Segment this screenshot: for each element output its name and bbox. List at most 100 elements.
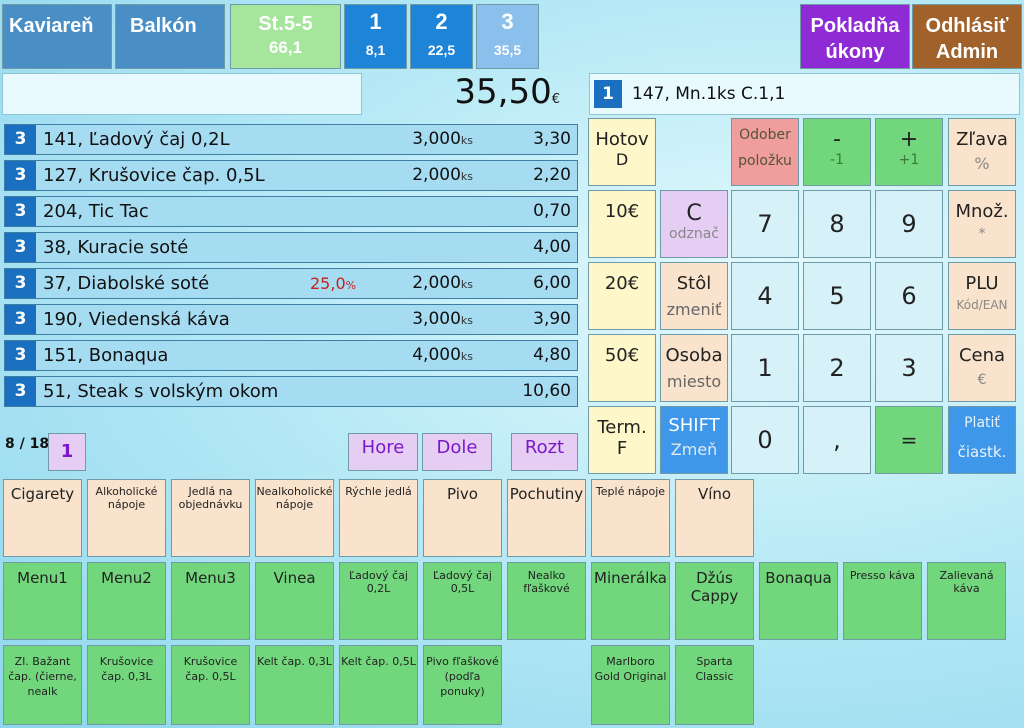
order-row-quantity: 2,000ks	[412, 269, 473, 299]
account-tab-2[interactable]: 2 22,5	[410, 4, 473, 69]
key-7[interactable]: 7	[731, 190, 799, 258]
shift-button[interactable]: SHIFT Zmeň	[660, 406, 728, 474]
key-2[interactable]: 2	[803, 334, 871, 402]
product-button[interactable]: Zalievaná káva	[927, 562, 1006, 640]
product-button[interactable]: Krušovice čap. 0,3L	[87, 645, 166, 725]
category-button[interactable]: Pivo	[423, 479, 502, 557]
scroll-up-button[interactable]: Hore	[348, 433, 418, 471]
category-button[interactable]: Pochutiny	[507, 479, 586, 557]
split-button[interactable]: Rozt	[511, 433, 578, 471]
order-row-account: 3	[5, 233, 36, 262]
cash-20-button[interactable]: 20€	[588, 262, 656, 330]
scroll-down-button[interactable]: Dole	[422, 433, 492, 471]
order-row-quantity-value: 3,000	[412, 309, 461, 329]
order-row-quantity-value: 2,000	[412, 273, 461, 293]
product-button[interactable]: Krušovice čap. 0,5L	[171, 645, 250, 725]
quantity-label: Množ.	[955, 201, 1009, 222]
account-tab-3[interactable]: 3 35,5	[476, 4, 539, 69]
page-number-button[interactable]: 1	[48, 433, 86, 471]
quantity-button[interactable]: Množ. *	[948, 190, 1016, 258]
order-row[interactable]: 3 37, Diabolské soté 25,0% 2,000ks 6,00	[4, 268, 578, 299]
total-display: 35,50€	[430, 72, 560, 116]
change-table-button[interactable]: Stôl zmeniť	[660, 262, 728, 330]
price-button[interactable]: Cena €	[948, 334, 1016, 402]
terminal-payment-button[interactable]: Term. F	[588, 406, 656, 474]
register-actions-button[interactable]: Pokladňa úkony	[800, 4, 910, 69]
key-equals[interactable]: =	[875, 406, 943, 474]
order-row[interactable]: 3 127, Krušovice čap. 0,5L 2,000ks 2,20	[4, 160, 578, 191]
key-6[interactable]: 6	[875, 262, 943, 330]
category-button[interactable]: Alkoholické nápoje	[87, 479, 166, 557]
order-row-quantity: 2,000ks	[412, 161, 473, 191]
key-0[interactable]: 0	[731, 406, 799, 474]
cash-10-button[interactable]: 10€	[588, 190, 656, 258]
clear-button[interactable]: C odznač	[660, 190, 728, 258]
product-button[interactable]: Zl. Bažant čap. (čierne, nealk	[3, 645, 82, 725]
product-button[interactable]: Pivo fľaškové (podľa ponuky)	[423, 645, 502, 725]
terminal-payment-label: Term.	[597, 417, 647, 438]
table-amount: 66,1	[268, 38, 303, 57]
product-button[interactable]: Marlboro Gold Original	[591, 645, 670, 725]
logout-button[interactable]: Odhlásiť Admin	[912, 4, 1022, 69]
last-item-text: 147, Mn.1ks C.1,1	[632, 84, 786, 104]
order-row-quantity-unit: ks	[460, 314, 473, 327]
account-tab-1[interactable]: 1 8,1	[344, 4, 407, 69]
section-kaviaren-button[interactable]: Kaviareň	[2, 4, 112, 69]
order-row-price: 3,30	[533, 129, 571, 149]
increment-button[interactable]: + +1	[875, 118, 943, 186]
partial-payment-button[interactable]: Platiť čiastk.	[948, 406, 1016, 474]
account-tab-3-number: 3	[501, 9, 514, 34]
person-seat-button[interactable]: Osoba miesto	[660, 334, 728, 402]
product-button[interactable]: Vinea	[255, 562, 334, 640]
category-button[interactable]: Jedlá na objednávku	[171, 479, 250, 557]
product-button[interactable]: Džús Cappy	[675, 562, 754, 640]
order-row[interactable]: 3 190, Viedenská káva 3,000ks 3,90	[4, 304, 578, 335]
discount-button[interactable]: Zľava %	[948, 118, 1016, 186]
category-button[interactable]: Víno	[675, 479, 754, 557]
product-button[interactable]: Menu2	[87, 562, 166, 640]
key-comma[interactable]: ,	[803, 406, 871, 474]
product-button[interactable]: Ľadový čaj 0,2L	[339, 562, 418, 640]
category-button[interactable]: Rýchle jedlá	[339, 479, 418, 557]
key-9[interactable]: 9	[875, 190, 943, 258]
category-button[interactable]: Nealkoholické nápoje	[255, 479, 334, 557]
product-button[interactable]: Kelt čap. 0,3L	[255, 645, 334, 725]
category-button[interactable]: Cigarety	[3, 479, 82, 557]
product-button[interactable]: Ľadový čaj 0,5L	[423, 562, 502, 640]
product-button[interactable]: Kelt čap. 0,5L	[339, 645, 418, 725]
cash-payment-button[interactable]: Hotov D	[588, 118, 656, 186]
search-input[interactable]	[2, 73, 362, 115]
decrement-button[interactable]: - -1	[803, 118, 871, 186]
remove-item-button[interactable]: Odober položku	[731, 118, 799, 186]
section-balkon-button[interactable]: Balkón	[115, 4, 225, 69]
person-seat-label: Osoba	[665, 345, 723, 366]
product-button[interactable]: Menu3	[171, 562, 250, 640]
category-button[interactable]: Teplé nápoje	[591, 479, 670, 557]
key-5[interactable]: 5	[803, 262, 871, 330]
order-row-price: 2,20	[533, 165, 571, 185]
product-button[interactable]: Sparta Classic	[675, 645, 754, 725]
product-button[interactable]: Bonaqua	[759, 562, 838, 640]
product-button[interactable]: Presso káva	[843, 562, 922, 640]
order-row-name: 51, Steak s volským okom	[43, 381, 279, 402]
order-row-name: 37, Diabolské soté	[43, 273, 210, 294]
order-row[interactable]: 3 151, Bonaqua 4,000ks 4,80	[4, 340, 578, 371]
key-4[interactable]: 4	[731, 262, 799, 330]
order-row[interactable]: 3 51, Steak s volským okom 10,60	[4, 376, 578, 407]
product-button[interactable]: Minerálka	[591, 562, 670, 640]
cash-50-button[interactable]: 50€	[588, 334, 656, 402]
product-button[interactable]: Nealko fľaškové	[507, 562, 586, 640]
order-row[interactable]: 3 204, Tic Tac 0,70	[4, 196, 578, 227]
table-button[interactable]: St.5-5 66,1	[230, 4, 341, 69]
last-item-badge: 1	[594, 80, 622, 108]
key-3[interactable]: 3	[875, 334, 943, 402]
order-row[interactable]: 3 38, Kuracie soté 4,00	[4, 232, 578, 263]
remove-item-sub: položku	[738, 153, 792, 169]
order-row[interactable]: 3 141, Ľadový čaj 0,2L 3,000ks 3,30	[4, 124, 578, 155]
key-1[interactable]: 1	[731, 334, 799, 402]
item-count: 8 / 18	[5, 436, 50, 452]
plu-button[interactable]: PLU Kód/EAN	[948, 262, 1016, 330]
product-button[interactable]: Menu1	[3, 562, 82, 640]
key-8[interactable]: 8	[803, 190, 871, 258]
order-row-account: 3	[5, 341, 36, 370]
